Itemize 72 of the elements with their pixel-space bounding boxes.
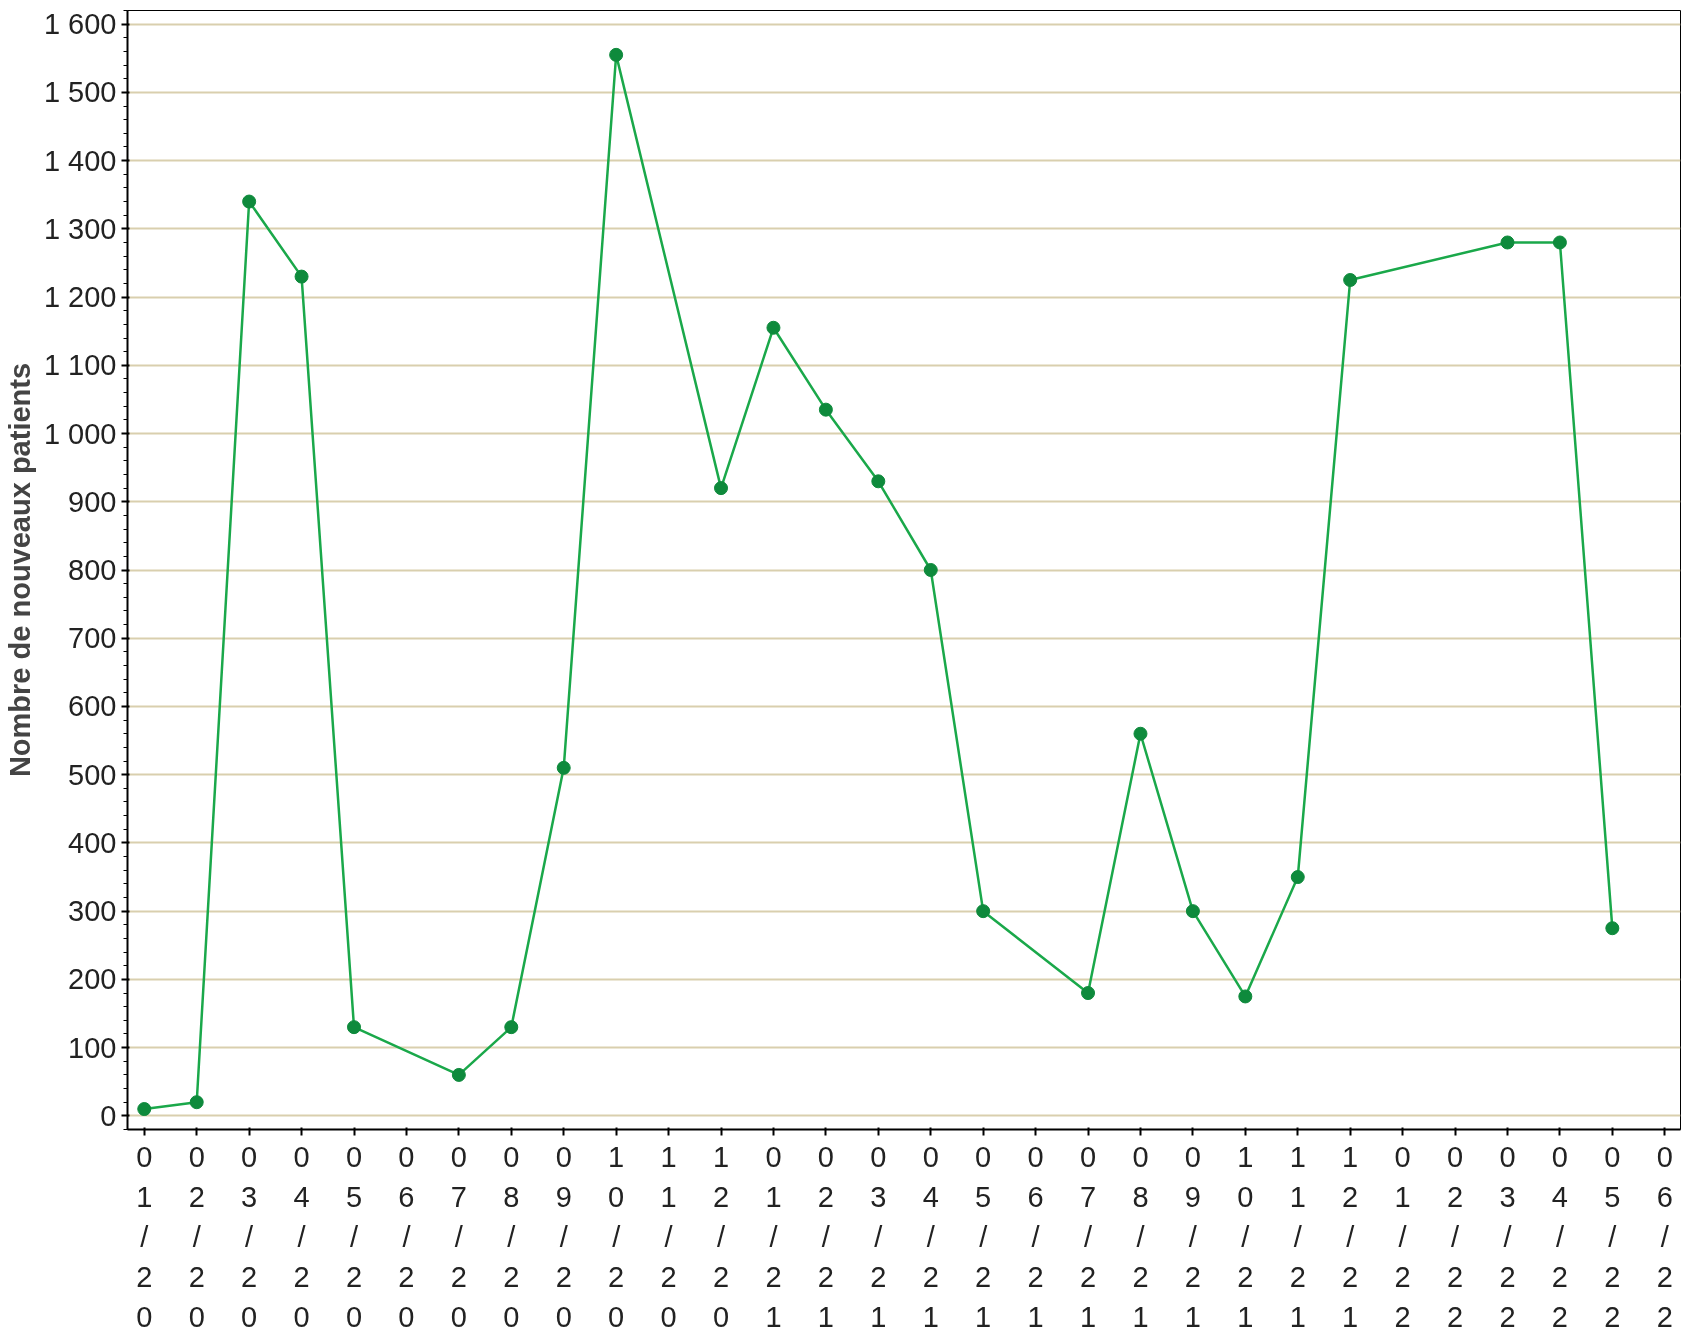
x-tick-label: 06/21: [1027, 1140, 1044, 1333]
x-tick-label: 11/21: [1289, 1140, 1306, 1333]
point: [609, 47, 624, 62]
x-tick-label: 09/21: [1184, 1140, 1201, 1333]
point: [1133, 726, 1148, 741]
x-tick-label: 04/22: [1551, 1140, 1568, 1333]
x-tick-label: 05/20: [345, 1140, 363, 1333]
x-tick-label: 09/20: [555, 1140, 572, 1333]
y-axis-title: Nombre de nouveaux patients: [3, 362, 36, 778]
point: [1238, 989, 1253, 1004]
point: [242, 194, 257, 209]
point: [976, 904, 991, 919]
x-tick-label: 03/20: [241, 1140, 258, 1333]
point: [714, 481, 729, 496]
x-tick-label: 06/20: [398, 1140, 415, 1333]
point: [818, 402, 833, 417]
point: [451, 1067, 466, 1082]
x-tick-label: 04/20: [293, 1140, 310, 1333]
point: [504, 1020, 519, 1035]
x-tick-label: 08/21: [1132, 1140, 1149, 1333]
x-tick-label: 02/20: [188, 1140, 205, 1333]
x-tick-label: 01/21: [765, 1140, 782, 1333]
point: [137, 1102, 152, 1117]
x-tick-label: 07/20: [450, 1140, 467, 1333]
x-tick-label: 03/21: [870, 1140, 887, 1333]
y-tick-label: 1 100: [43, 349, 117, 382]
y-tick-label: 100: [68, 1031, 117, 1064]
point: [871, 474, 886, 489]
point: [1081, 986, 1096, 1001]
x-tick-label: 04/21: [922, 1140, 939, 1333]
point: [189, 1095, 204, 1110]
y-tick-label: 1 500: [43, 76, 117, 109]
point: [556, 760, 571, 775]
y-tick-label: 1 600: [43, 8, 117, 41]
x-tick-label: 05/21: [975, 1140, 992, 1333]
point: [923, 563, 938, 577]
y-tick-label: 300: [68, 895, 117, 928]
x-tick-label: 05/22: [1604, 1140, 1621, 1333]
y-tick-label: 700: [68, 622, 117, 655]
y-tick-label: 800: [68, 554, 117, 586]
point: [1185, 904, 1200, 919]
y-tick-label: 1 000: [43, 417, 117, 450]
x-tick-label: 07/21: [1079, 1140, 1097, 1333]
y-tick-label: 200: [68, 963, 117, 996]
x-tick-label: 06/22: [1656, 1140, 1673, 1333]
point: [1343, 273, 1358, 287]
x-tick-label: 01/22: [1394, 1140, 1411, 1333]
point: [1500, 235, 1515, 250]
point: [347, 1020, 361, 1035]
y-tick-label: 1 400: [43, 144, 117, 177]
x-tick-label: 03/22: [1499, 1140, 1516, 1333]
y-tick-label: 1 200: [43, 281, 117, 314]
x-tick-label: 10/21: [1237, 1140, 1254, 1333]
x-tick-label: 11/20: [660, 1140, 677, 1333]
y-tick-label: 500: [68, 758, 117, 791]
point: [294, 269, 309, 284]
x-tick-label: 12/20: [712, 1140, 730, 1333]
x-tick-label: 02/22: [1446, 1140, 1464, 1333]
y-tick-label: 400: [68, 826, 117, 859]
x-tick-label: 01/20: [136, 1140, 153, 1333]
y-tick-label: 0: [100, 1099, 117, 1132]
x-tick-label: 08/20: [503, 1140, 520, 1333]
y-tick-label: 1 300: [43, 212, 117, 245]
x-tick-label: 02/21: [817, 1140, 834, 1333]
x-tick-label: 10/20: [608, 1140, 625, 1333]
x-tick-label: 12/21: [1342, 1140, 1359, 1333]
y-tick-label: 600: [68, 690, 117, 723]
point: [1290, 870, 1305, 885]
point: [1605, 921, 1620, 936]
y-tick-label: 900: [68, 485, 117, 518]
point: [1552, 235, 1567, 250]
point: [766, 320, 781, 335]
